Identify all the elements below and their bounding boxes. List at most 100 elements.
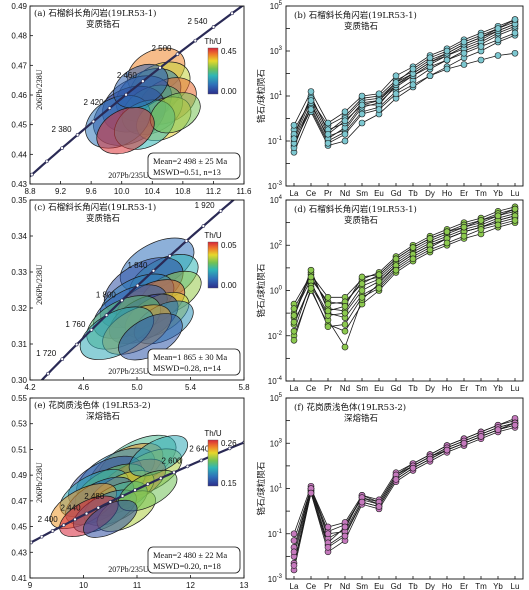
y-axis-label: 锆石/球粒陨石 (256, 264, 267, 318)
colorbar-title: Th/U (204, 231, 222, 240)
y-tick-base: 10 (270, 2, 279, 11)
panel-subtitle: 变质锆石 (344, 215, 378, 226)
data-point (375, 284, 383, 292)
x-tick-label: Lu (511, 582, 520, 590)
data-point (494, 36, 502, 44)
stats-mswd: MSWD=0.20, n=18 (153, 561, 221, 571)
concordia-age-marker (201, 224, 206, 228)
x-tick-label: Tm (475, 189, 487, 198)
data-point (341, 321, 349, 328)
x-tick-label: 13 (240, 581, 249, 590)
x-tick-label: Pr (324, 189, 332, 198)
y-tick-label: 101 (270, 91, 283, 101)
y-tick-label: 104 (270, 195, 283, 205)
colorbar-max: 0.45 (221, 47, 237, 56)
concordia-age-marker (74, 342, 79, 347)
y-tick-label: 0.49 (11, 2, 27, 11)
y-axis-label: 锆石/球粒陨石 (256, 69, 267, 123)
x-tick-label: 11.6 (237, 187, 253, 196)
data-point (477, 433, 485, 440)
data-point (307, 106, 315, 113)
y-tick-label: 0.30 (11, 376, 27, 385)
concordia-age-marker (104, 313, 109, 317)
data-point (307, 273, 315, 281)
concordia-age-marker (61, 523, 66, 527)
plot-frame (285, 199, 524, 382)
y-tick-label: 0.48 (11, 32, 27, 41)
colorbar (207, 439, 219, 487)
x-tick-label: Gd (391, 582, 402, 590)
y-tick-label: 0.44 (11, 150, 27, 159)
age-label: 2 540 (187, 17, 208, 26)
age-label: 1 920 (195, 201, 216, 210)
data-point (358, 119, 366, 127)
age-label: 1 800 (96, 290, 117, 299)
y-tick-exponent: -2 (277, 331, 283, 337)
age-label: 1 720 (36, 349, 57, 358)
plot-area (30, 0, 252, 178)
y-tick-base: 10 (270, 394, 279, 403)
colorbar-min: 0.15 (221, 479, 237, 488)
x-tick-label: Gd (391, 384, 402, 393)
data-point (358, 498, 366, 506)
y-tick-base: 10 (268, 530, 277, 539)
age-label: 2 480 (84, 492, 105, 501)
y-tick-base: 10 (268, 575, 277, 584)
y-tick-base: 10 (268, 377, 277, 386)
colorbar-max: 0.26 (221, 439, 237, 448)
data-point (409, 81, 417, 89)
y-tick-base: 10 (270, 485, 279, 494)
x-tick-label: Tm (475, 582, 487, 590)
stats-box (147, 152, 241, 180)
data-point (392, 266, 400, 274)
concordia-age-marker (199, 458, 204, 463)
y-tick-label: 10-3 (268, 181, 283, 191)
data-point (358, 92, 366, 100)
data-point (460, 232, 468, 240)
y-tick-exponent: -1 (277, 529, 283, 535)
concordia-age-marker (273, 429, 276, 432)
concordia-age-marker (227, 446, 232, 451)
x-tick-label: 10.4 (144, 187, 160, 196)
x-tick-label: Eu (374, 582, 384, 590)
concordia-age-marker (158, 65, 162, 70)
concordia-age-marker (311, 134, 314, 137)
data-point (443, 446, 451, 454)
y-tick-base: 10 (270, 439, 279, 448)
y-tick-label: 10-1 (268, 136, 283, 146)
x-tick-label: Ho (442, 582, 453, 590)
data-point (511, 16, 519, 23)
concordia-age-marker (91, 119, 96, 124)
y-axis-label: 206Pb/238U (35, 264, 44, 305)
colorbar (207, 47, 219, 95)
x-tick-label: Gd (391, 189, 402, 198)
concordia-age-marker (193, 38, 198, 43)
concordia-age-marker (255, 179, 258, 182)
data-point (307, 489, 315, 497)
y-tick-label: 0.43 (11, 548, 27, 557)
concordia-age-marker (84, 511, 89, 516)
concordia-age-marker (249, 0, 252, 1)
x-tick-label: Yb (493, 582, 503, 590)
colorbar (207, 241, 219, 289)
concordia-age-marker (73, 517, 77, 522)
data-point (511, 421, 519, 429)
y-tick-base: 10 (268, 332, 277, 341)
data-point (307, 284, 315, 292)
y-tick-label: 0.49 (11, 471, 27, 480)
error-ellipse (128, 435, 189, 477)
data-point (290, 537, 298, 544)
concordia-age-marker (124, 92, 128, 97)
concordia-age-marker (60, 146, 64, 150)
concordia-age-marker (258, 435, 261, 438)
x-tick-label: Yb (493, 189, 503, 198)
data-point (392, 79, 400, 86)
data-point (358, 101, 366, 109)
x-tick-label: 4.6 (78, 383, 90, 392)
data-point (341, 523, 349, 531)
concordia-age-marker (135, 283, 140, 288)
concordia-age-marker (39, 534, 44, 539)
x-tick-label: Ho (442, 189, 453, 198)
x-tick-label: 8.8 (24, 187, 36, 196)
